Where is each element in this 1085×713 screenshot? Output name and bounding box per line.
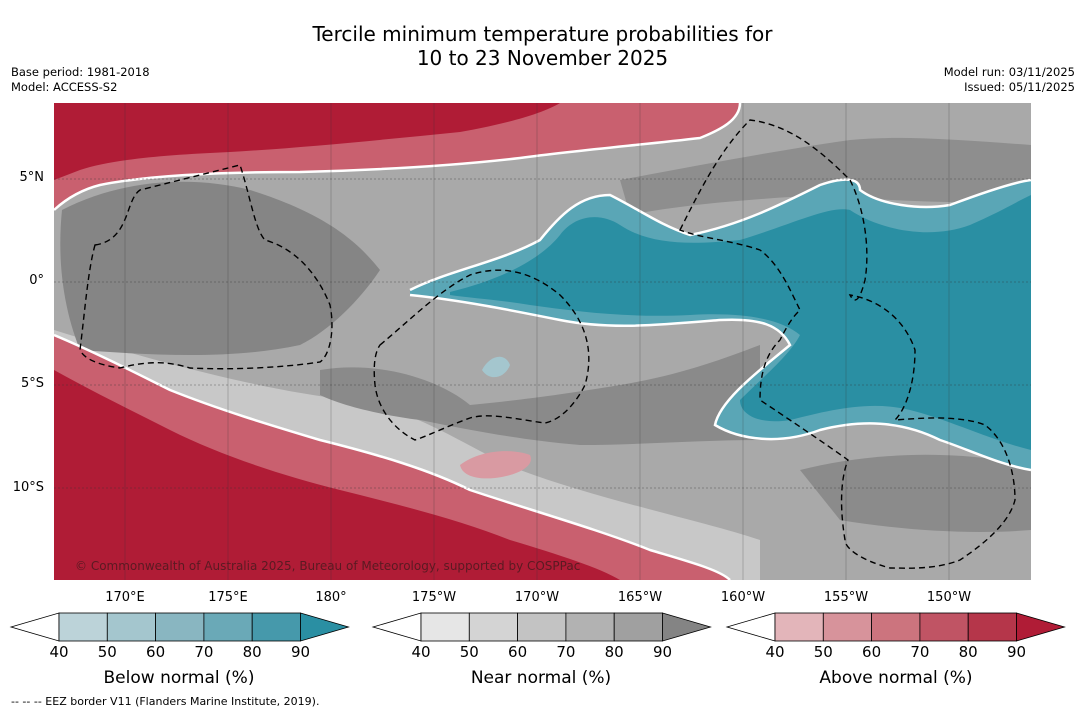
colorbar-near-bin-1 bbox=[420, 612, 470, 642]
colorbar-below-min-extension bbox=[9, 612, 60, 642]
colorbar-near-bin-3 bbox=[517, 612, 567, 642]
colorbar-above-min-extension bbox=[725, 612, 776, 642]
lon-label-175w: 175°W bbox=[411, 590, 457, 605]
above-normal-north-core bbox=[54, 103, 560, 180]
near-normal-core-south bbox=[320, 345, 760, 445]
copyright-notice: © Commonwealth of Australia 2025, Bureau… bbox=[75, 559, 581, 573]
colorbar-above-max-extension bbox=[1016, 612, 1066, 642]
colorbar-below-tick-90: 90 bbox=[290, 643, 311, 661]
above-normal-island bbox=[460, 451, 531, 479]
lat-label-0: 0° bbox=[29, 273, 44, 288]
map-title: Tercile minimum temperature probabilitie… bbox=[0, 22, 1085, 70]
lon-label-175e: 175°E bbox=[208, 590, 248, 605]
near-normal-core-southeast bbox=[800, 454, 1031, 532]
colorbar-title-near: Near normal (%) bbox=[470, 668, 612, 688]
meta-right: Model run: 03/11/2025 Issued: 05/11/2025 bbox=[944, 65, 1075, 95]
lon-label-180: 180° bbox=[315, 590, 347, 605]
colorbar-near-max-extension bbox=[662, 612, 712, 642]
colorbar-near-tick-90: 90 bbox=[652, 643, 673, 661]
colorbar-below-bin-5 bbox=[251, 612, 301, 642]
above-normal-40-contour-south bbox=[54, 333, 731, 580]
colorbar-below-bin-1 bbox=[58, 612, 108, 642]
colorbar-title-below: Below normal (%) bbox=[103, 668, 255, 688]
colorbar-below-tick-70: 70 bbox=[194, 643, 214, 661]
colorbar-above-bin-3 bbox=[871, 612, 921, 642]
colorbar-above-bin-5 bbox=[967, 612, 1017, 642]
colorbar-above-tick-90: 90 bbox=[1006, 643, 1027, 661]
colorbar-title-above: Above normal (%) bbox=[819, 668, 973, 688]
colorbar-near-tick-60: 60 bbox=[508, 643, 528, 661]
colorbar-above-bin-2 bbox=[822, 612, 872, 642]
colorbar-below-tick-50: 50 bbox=[97, 643, 117, 661]
colorbar-below-bin-4 bbox=[203, 612, 253, 642]
colorbar-near-tick-50: 50 bbox=[459, 643, 479, 661]
below-normal-40-contour bbox=[409, 178, 1031, 472]
colorbar-above-tick-80: 80 bbox=[958, 643, 978, 661]
probability-field bbox=[54, 103, 1031, 580]
eez-footnote: -- -- -- EEZ border V11 (Flanders Marine… bbox=[11, 695, 320, 708]
colorbar-above-tick-40: 40 bbox=[765, 643, 785, 661]
meta-left: Base period: 1981-2018 Model: ACCESS-S2 bbox=[11, 65, 150, 95]
colorbar-above-tick-70: 70 bbox=[910, 643, 930, 661]
colorbar-below-tick-80: 80 bbox=[242, 643, 262, 661]
model-name: Model: ACCESS-S2 bbox=[11, 80, 118, 94]
near-normal-core-north bbox=[620, 137, 1031, 215]
lon-label-155w: 155°W bbox=[823, 590, 869, 605]
base-period: Base period: 1981-2018 bbox=[11, 65, 150, 79]
lon-label-170w: 170°W bbox=[514, 590, 560, 605]
above-normal-south-core bbox=[54, 370, 620, 580]
above-normal-40-contour-north bbox=[54, 103, 742, 211]
lon-label-160w: 160°W bbox=[720, 590, 766, 605]
lat-label-10s: 10°S bbox=[12, 480, 44, 495]
eez-border-central bbox=[373, 269, 590, 441]
colorbar-near-tick-70: 70 bbox=[556, 643, 576, 661]
issued-date: Issued: 05/11/2025 bbox=[964, 80, 1075, 94]
meridians bbox=[124, 103, 950, 580]
colorbar-below-bin-2 bbox=[106, 612, 157, 642]
colorbar-below-max-extension bbox=[300, 612, 350, 642]
colorbar-below-tick-40: 40 bbox=[49, 643, 69, 661]
colorbar-above-tick-50: 50 bbox=[813, 643, 833, 661]
colorbar-near-bin-2 bbox=[468, 612, 518, 642]
colorbar-near-bin-5 bbox=[613, 612, 663, 642]
lat-label-5n: 5°N bbox=[19, 170, 45, 185]
colorbar-near-bin-4 bbox=[565, 612, 615, 642]
colorbar-below-bin-3 bbox=[155, 612, 205, 642]
title-line-1: Tercile minimum temperature probabilitie… bbox=[312, 22, 773, 46]
colorbar-near-min-extension bbox=[371, 612, 422, 642]
lon-label-150w: 150°W bbox=[926, 590, 972, 605]
colorbar-above-tick-60: 60 bbox=[862, 643, 882, 661]
lon-label-170e: 170°E bbox=[105, 590, 145, 605]
colorbar-above-bin-4 bbox=[919, 612, 969, 642]
below-normal-core bbox=[450, 195, 1031, 450]
title-line-2: 10 to 23 November 2025 bbox=[416, 46, 669, 70]
colorbar-above-bin-1 bbox=[774, 612, 824, 642]
below-normal-islet bbox=[482, 356, 510, 378]
colorbar-near-tick-80: 80 bbox=[604, 643, 624, 661]
eez-border-east bbox=[679, 119, 1016, 569]
model-run: Model run: 03/11/2025 bbox=[943, 65, 1075, 79]
colorbar-below-tick-60: 60 bbox=[146, 643, 166, 661]
colorbar-near-tick-40: 40 bbox=[411, 643, 431, 661]
near-normal-core-west bbox=[60, 181, 381, 355]
lat-label-5s: 5°S bbox=[20, 376, 44, 391]
graticule bbox=[54, 178, 1031, 489]
colorbars bbox=[9, 612, 1066, 642]
lon-label-165w: 165°W bbox=[617, 590, 663, 605]
